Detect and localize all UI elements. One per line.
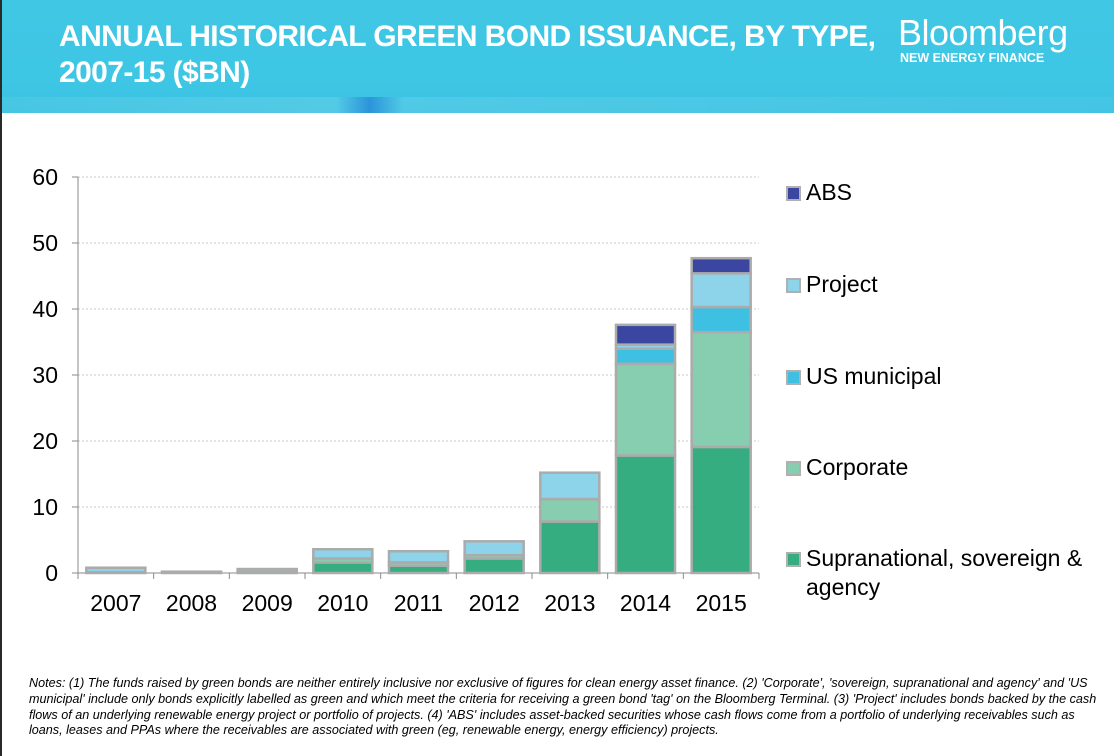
bar-segment-supranational-sovereign-agency [312, 561, 374, 575]
bar-segment-supranational-sovereign-agency [690, 445, 752, 575]
footnotes: Notes: (1) The funds raised by green bon… [29, 676, 1097, 738]
x-tick-label: 2011 [394, 590, 443, 616]
legend-label: Project [806, 271, 878, 297]
bar-segment-us-municipal [690, 305, 752, 334]
legend-item-supranational: Supranational, sovereign & agency [786, 544, 1106, 602]
bar-segment-project [312, 547, 374, 560]
legend-swatch-us-municipal [786, 370, 801, 385]
bar-segment-abs [614, 323, 677, 346]
bar-segment-corporate [614, 362, 677, 457]
x-axis: 2007 2008 2009 2010 2011 2012 2013 2014 2015 [77, 572, 760, 616]
bars [85, 256, 752, 575]
bar-segment-corporate [539, 497, 601, 523]
legend-label: Corporate [806, 454, 909, 480]
y-tick-label: 30 [32, 362, 58, 388]
y-tick-label: 60 [32, 164, 58, 190]
header-banner: ANNUAL HISTORICAL GREEN BOND ISSUANCE, B… [2, 0, 1114, 113]
legend-item-abs: ABS [786, 178, 1106, 207]
bar-stack-2013 [539, 471, 601, 575]
x-tick-label: 2009 [242, 590, 293, 616]
legend-item-corporate: Corporate [786, 453, 1106, 482]
legend-label: ABS [806, 179, 853, 205]
legend-swatch-abs [786, 186, 801, 201]
bar-segment-project [85, 566, 147, 574]
bloomberg-logo: Bloomberg NEW ENERGY FINANCE [898, 12, 1068, 65]
legend-item-us-municipal: US municipal [786, 362, 1106, 391]
x-tick-label: 2013 [544, 590, 595, 616]
y-tick-label: 50 [32, 230, 58, 256]
legend-label: Supranational, sovereign & agency [806, 545, 1083, 600]
bar-segment-abs [690, 256, 752, 275]
x-tick-label: 2012 [469, 590, 520, 616]
legend-swatch-supranational [786, 552, 801, 567]
gridlines [78, 176, 759, 508]
legend-item-project: Project [786, 270, 1106, 299]
bar-segment-us-municipal [614, 347, 677, 366]
y-tick-label: 20 [32, 428, 58, 454]
x-tick-label: 2010 [317, 590, 368, 616]
bar-stack-2007 [85, 566, 147, 575]
logo-brand: Bloomberg [898, 12, 1068, 53]
bar-segment-supranational-sovereign-agency [614, 454, 677, 575]
y-tick-label: 0 [45, 560, 58, 586]
y-tick-label: 10 [32, 494, 58, 520]
legend-swatch-corporate [786, 461, 801, 476]
x-tick-label: 2007 [90, 590, 141, 616]
bar-segment-project [387, 549, 450, 564]
bar-segment-corporate [690, 330, 752, 449]
x-tick-label: 2008 [166, 590, 217, 616]
bar-segment-supranational-sovereign-agency [539, 520, 601, 575]
bar-segment-corporate [160, 570, 223, 574]
x-tick-label: 2014 [620, 590, 671, 616]
bar-segment-supranational-sovereign-agency [463, 557, 525, 575]
bar-segment-project [463, 540, 525, 557]
bar-stack-2009 [236, 567, 298, 575]
bar-stack-2012 [463, 540, 525, 575]
y-axis: 0 10 20 30 40 50 60 [32, 164, 79, 586]
header-decoration [2, 97, 1114, 113]
bar-stack-2011 [387, 549, 450, 575]
bar-stack-2008 [160, 570, 223, 575]
bar-segment-project [690, 272, 752, 309]
bar-segment-project [539, 471, 601, 501]
bar-stack-2014 [614, 323, 677, 575]
legend-label: US municipal [806, 363, 942, 389]
legend-swatch-project [786, 278, 801, 293]
logo-subtitle: NEW ENERGY FINANCE [900, 51, 1045, 65]
chart-title: ANNUAL HISTORICAL GREEN BOND ISSUANCE, B… [59, 20, 876, 89]
bar-segment-corporate [236, 567, 298, 573]
x-tick-label: 2015 [696, 590, 747, 616]
bar-stack-2015 [690, 256, 752, 575]
y-tick-label: 40 [32, 296, 58, 322]
bar-stack-2010 [312, 547, 374, 575]
